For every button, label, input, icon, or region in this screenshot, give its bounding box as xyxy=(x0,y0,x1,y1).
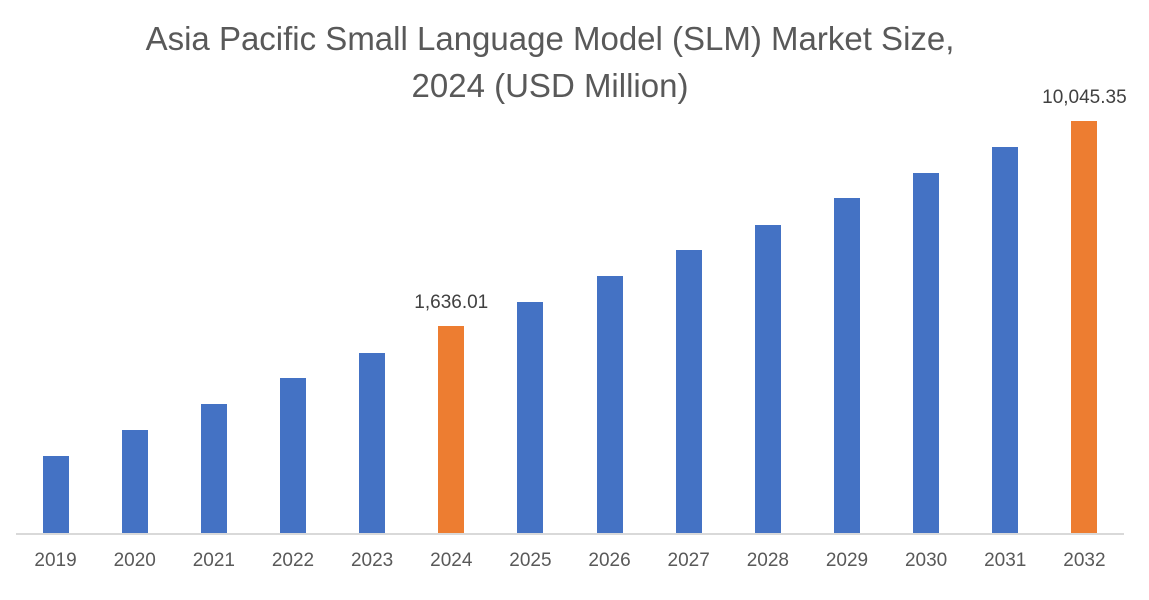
x-tick-2021: 2021 xyxy=(192,550,235,571)
x-tick-2022: 2022 xyxy=(271,550,315,571)
x-tick-2028: 2028 xyxy=(746,550,789,571)
bar-2022 xyxy=(279,378,306,533)
plot-area: 1,636.01 10,045.35 2019 2020 2021 2022 2023 20… xyxy=(16,0,1127,600)
bar-2031 xyxy=(992,147,1019,533)
bar-2026 xyxy=(596,276,623,533)
bar-2027 xyxy=(675,250,702,533)
x-tick-2025: 2025 xyxy=(509,550,552,571)
bar-2030 xyxy=(913,173,940,533)
bar-slot-2023 xyxy=(333,63,412,533)
bar-2024-highlighted xyxy=(438,326,465,533)
bar-2021 xyxy=(200,404,227,533)
bar-2025 xyxy=(517,302,544,533)
chart-title: Asia Pacific Small Language Model (SLM) … xyxy=(0,15,1100,109)
bar-2020 xyxy=(121,430,148,533)
bar-slot-2022 xyxy=(253,63,332,533)
x-tick-2026: 2026 xyxy=(588,550,631,571)
bar-slot-2024: 1,636.01 xyxy=(412,63,491,533)
bar-slot-2020 xyxy=(95,63,174,533)
x-tick-2020: 2020 xyxy=(113,550,156,571)
bar-slot-2021 xyxy=(174,63,253,533)
x-tick-2027: 2027 xyxy=(667,550,710,571)
x-tick-2019: 2019 xyxy=(34,550,77,571)
bar-2023 xyxy=(359,353,386,533)
bar-slot-2027 xyxy=(649,63,728,533)
x-tick-2023: 2023 xyxy=(350,550,394,571)
data-label-2032: 10,045.35 xyxy=(1042,87,1127,108)
x-tick-2024: 2024 xyxy=(430,550,473,571)
chart-title-line-2: 2024 (USD Million) xyxy=(411,67,689,104)
bar-2028 xyxy=(754,225,781,533)
x-tick-2032: 2032 xyxy=(1063,550,1106,571)
bar-slot-2030 xyxy=(887,63,966,533)
x-axis-tick-labels: 2019 2020 2021 2022 2023 2024 2025 2026 2027 2028… xyxy=(16,549,1124,573)
x-tick-2031: 2031 xyxy=(984,550,1027,571)
x-tick-2029: 2029 xyxy=(825,550,869,571)
x-tick-2030: 2030 xyxy=(904,550,948,571)
x-axis-line xyxy=(16,533,1124,535)
bar-2032-highlighted xyxy=(1071,121,1098,533)
bar-2029 xyxy=(833,198,860,533)
bar-slot-2029 xyxy=(807,63,886,533)
bar-slot-2028 xyxy=(728,63,807,533)
bars-container: 1,636.01 10,045.35 xyxy=(16,63,1127,533)
bar-slot-2032: 10,045.35 xyxy=(1042,63,1127,533)
bar-slot-2031 xyxy=(966,63,1045,533)
bar-2019 xyxy=(42,456,69,533)
chart-title-line-1: Asia Pacific Small Language Model (SLM) … xyxy=(145,20,955,57)
bar-slot-2026 xyxy=(570,63,649,533)
data-label-2024: 1,636.01 xyxy=(414,292,489,313)
bar-slot-2025 xyxy=(491,63,570,533)
bar-slot-2019 xyxy=(16,63,95,533)
